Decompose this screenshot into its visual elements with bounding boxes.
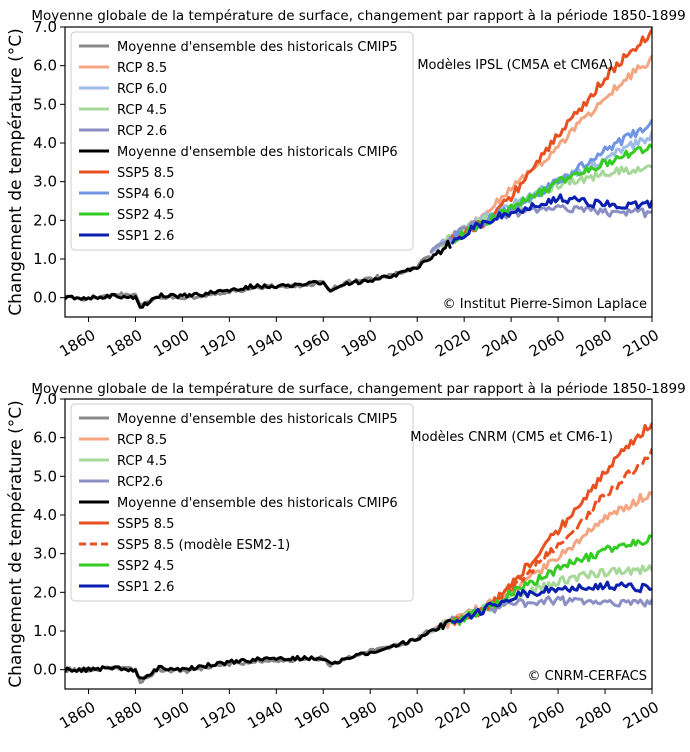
legend-label: RCP 4.5 (117, 454, 167, 469)
x-tick-label: 1900 (150, 326, 192, 361)
y-tick-label: 1.0 (33, 622, 57, 640)
legend-label: RCP 2.6 (117, 124, 167, 139)
x-tick-label: 1980 (338, 326, 380, 361)
legend-label: Moyenne d'ensemble des historicals CMIP5 (117, 40, 398, 55)
y-tick-label: 6.0 (33, 57, 57, 75)
legend-label: RCP 8.5 (117, 433, 167, 448)
series-line-6 (65, 239, 452, 309)
legend-label: SSP2 4.5 (117, 208, 174, 223)
y-tick-label: 7.0 (33, 18, 57, 36)
chart-panel-1: Moyenne globale de la température de sur… (6, 8, 686, 361)
series-line-7 (450, 447, 652, 626)
x-tick-label: 2020 (432, 698, 474, 733)
x-tick-label: 1920 (197, 698, 239, 733)
series-line-9 (450, 580, 652, 624)
legend-label: SSP5 8.5 (117, 517, 174, 532)
series-line-5 (429, 204, 652, 254)
chart-title: Moyenne globale de la température de sur… (31, 8, 685, 24)
x-tick-label: 1940 (244, 698, 286, 733)
y-tick-label: 1.0 (33, 250, 57, 268)
legend-label: Moyenne d'ensemble des historicals CMIP6 (117, 145, 398, 160)
legend-label: RCP 4.5 (117, 103, 167, 118)
x-tick-label: 1880 (103, 698, 145, 733)
legend-box (70, 403, 414, 602)
x-tick-label: 2020 (432, 326, 474, 361)
legend-label: RCP 8.5 (117, 61, 167, 76)
legend-label: SSP5 8.5 (117, 166, 174, 181)
y-tick-label: 5.0 (33, 95, 57, 113)
y-axis-label: Changement de température (°C) (6, 400, 26, 688)
legend-label: SSP2 4.5 (117, 559, 174, 574)
model-annotation: Modèles IPSL (CM5A et CM6A) (417, 58, 613, 73)
model-annotation: Modèles CNRM (CM5 et CM6-1) (410, 430, 613, 445)
x-tick-label: 2040 (479, 698, 521, 733)
x-tick-label: 2000 (385, 698, 427, 733)
series-line-6 (450, 422, 652, 626)
series-line-1 (65, 629, 431, 685)
y-axis-label: Changement de température (°C) (6, 28, 26, 316)
series-group (65, 27, 652, 309)
plot-frame (64, 398, 653, 690)
y-tick-label: 7.0 (33, 390, 57, 408)
y-tick-label: 3.0 (33, 173, 57, 191)
legend: Moyenne d'ensemble des historicals CMIP5… (70, 31, 414, 251)
x-tick-label: 2000 (385, 326, 427, 361)
y-tick-label: 5.0 (33, 467, 57, 485)
x-tick-label: 1960 (291, 326, 333, 361)
x-tick-label: 2080 (573, 698, 615, 733)
legend: Moyenne d'ensemble des historicals CMIP5… (70, 403, 414, 602)
x-tick-label: 2040 (479, 326, 521, 361)
x-tick-label: 1880 (103, 326, 145, 361)
y-tick-label: 0.0 (33, 289, 57, 307)
x-tick-label: 1860 (56, 698, 98, 733)
y-tick-label: 3.0 (33, 545, 57, 563)
x-tick-label: 2080 (573, 326, 615, 361)
x-tick-label: 2100 (620, 698, 662, 733)
y-tick-label: 4.0 (33, 134, 57, 152)
x-tick-label: 1960 (291, 698, 333, 733)
y-tick-label: 0.0 (33, 661, 57, 679)
legend-label: SSP1 2.6 (117, 580, 174, 595)
series-group (65, 422, 652, 685)
x-tick-label: 2060 (526, 326, 568, 361)
credit-label: © Institut Pierre-Simon Laplace (443, 297, 647, 312)
x-tick-label: 1900 (150, 698, 192, 733)
x-tick-label: 1940 (244, 326, 286, 361)
x-tick-label: 1860 (56, 326, 98, 361)
chart-title: Moyenne globale de la température de sur… (31, 381, 685, 397)
series-line-10 (450, 193, 652, 245)
y-tick-label: 6.0 (33, 429, 57, 447)
chart-panel-2: Moyenne globale de la température de sur… (6, 381, 686, 733)
credit-label: © CNRM-CERFACS (528, 669, 647, 684)
x-tick-label: 2100 (620, 326, 662, 361)
legend-label: RCP2.6 (117, 475, 163, 490)
legend-label: SSP1 2.6 (117, 229, 174, 244)
series-line-5 (65, 619, 452, 680)
y-tick-label: 4.0 (33, 506, 57, 524)
legend-label: SSP5 8.5 (modèle ESM2-1) (117, 538, 290, 553)
legend-label: SSP4 6.0 (117, 187, 174, 202)
legend-box (70, 31, 414, 251)
x-tick-label: 2060 (526, 698, 568, 733)
legend-label: Moyenne d'ensemble des historicals CMIP5 (117, 412, 398, 427)
legend-label: RCP 6.0 (117, 82, 167, 97)
series-line-2 (429, 491, 652, 634)
y-tick-label: 2.0 (33, 583, 57, 601)
y-tick-label: 2.0 (33, 211, 57, 229)
x-tick-label: 1980 (338, 698, 380, 733)
x-tick-label: 1920 (197, 326, 239, 361)
legend-label: Moyenne d'ensemble des historicals CMIP6 (117, 496, 398, 511)
plot-frame (64, 26, 653, 318)
